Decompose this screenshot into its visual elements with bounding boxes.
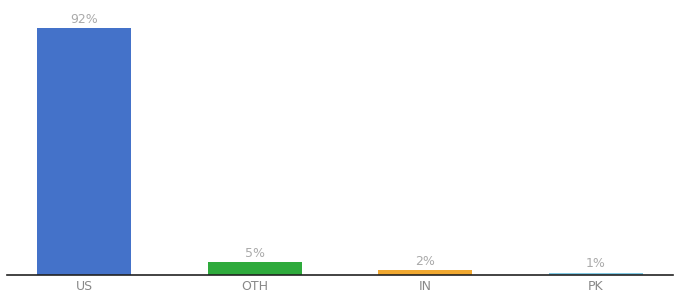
Text: 2%: 2%	[415, 255, 435, 268]
Text: 5%: 5%	[245, 247, 265, 260]
Bar	[378, 270, 472, 275]
Bar	[208, 262, 302, 275]
Bar	[37, 28, 131, 275]
Text: 1%: 1%	[586, 257, 606, 270]
Bar	[549, 272, 643, 275]
Text: 92%: 92%	[70, 13, 98, 26]
